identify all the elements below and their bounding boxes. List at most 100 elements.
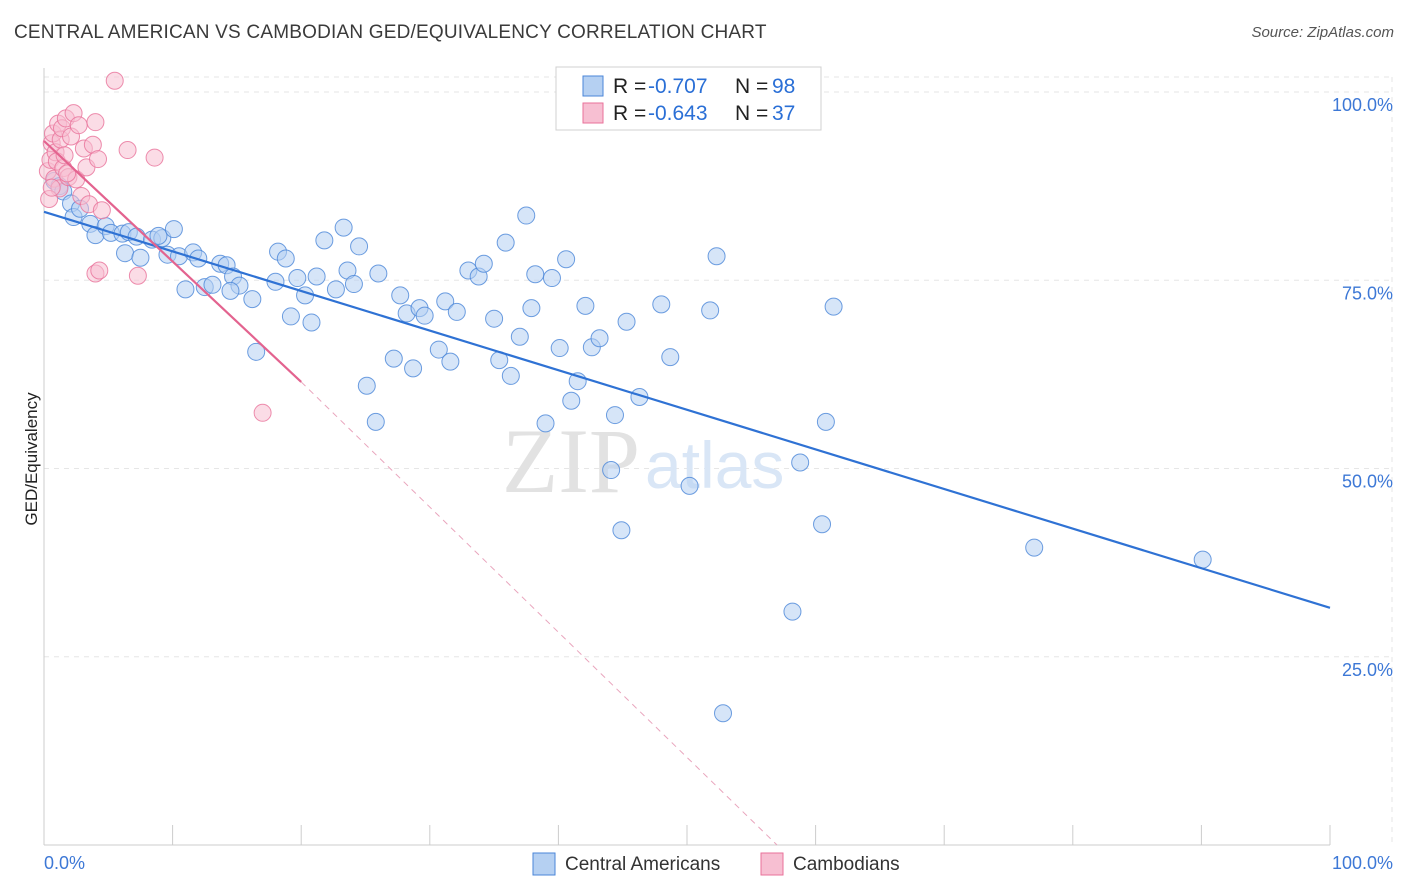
central-american-point (131, 248, 150, 267)
chart-title: CENTRAL AMERICAN VS CAMBODIAN GED/EQUIVA… (14, 22, 767, 43)
trend-lines (43, 140, 1331, 846)
central-american-point (605, 406, 624, 425)
series-points (38, 71, 1212, 723)
central-american-point (221, 281, 240, 300)
cambodian-point (105, 71, 124, 90)
stats-r-label-2: R = (613, 102, 646, 125)
central-american-point (783, 602, 802, 621)
cambodian-point (42, 178, 61, 197)
watermark-atlas: atlas (645, 428, 784, 502)
central-american-point (366, 412, 385, 431)
legend-label-cambodians: Cambodians (793, 854, 900, 875)
cambodian-point (128, 266, 147, 285)
cambodians-trend-extension (300, 381, 778, 846)
cambodian-point (145, 148, 164, 167)
central-american-point (791, 453, 810, 472)
central-american-point (816, 412, 835, 431)
y-tick-label: 100.0% (1332, 95, 1393, 115)
central-american-point (203, 275, 222, 294)
central-american-point (617, 312, 636, 331)
central-american-point (281, 307, 300, 326)
central-american-point (357, 376, 376, 395)
central-american-point (116, 244, 135, 263)
cambodian-point (118, 141, 137, 160)
central-american-point (542, 269, 561, 288)
x-tick-label-max: 100.0% (1332, 853, 1393, 873)
stats-swatch-central-americans (582, 75, 604, 97)
central-american-point (510, 327, 529, 346)
central-american-point (714, 704, 733, 723)
cambodian-point (90, 261, 109, 280)
cambodian-point (55, 146, 74, 165)
central-american-point (680, 476, 699, 495)
central-american-point (276, 249, 295, 268)
y-tick-label: 75.0% (1342, 283, 1393, 303)
central-american-point (602, 461, 621, 480)
central-american-point (326, 280, 345, 299)
stats-n-value-2: 37 (772, 102, 795, 125)
central-american-point (550, 339, 569, 358)
legend-swatch-cambodians (760, 852, 784, 876)
central-american-point (302, 313, 321, 332)
y-tick-labels: 25.0% 50.0% 75.0% 100.0% (1332, 95, 1393, 680)
stats-n-label-2: N = (735, 102, 768, 125)
central-american-point (557, 250, 576, 269)
central-american-point (149, 226, 168, 245)
cambodian-point (86, 113, 105, 132)
central-american-point (429, 340, 448, 359)
cambodian-point (58, 164, 77, 183)
central-american-point (415, 306, 434, 325)
central-american-point (266, 272, 285, 291)
central-american-point (307, 267, 326, 286)
central-american-point (501, 366, 520, 385)
central-american-point (485, 309, 504, 328)
central-american-point (590, 329, 609, 348)
central-american-point (334, 218, 353, 237)
cambodian-point (69, 116, 88, 135)
central-american-point (526, 265, 545, 284)
cambodian-point (253, 403, 272, 422)
central-american-point (701, 301, 720, 320)
central-american-point (315, 231, 334, 250)
central-american-point (384, 349, 403, 368)
series-legend: Central Americans Cambodians (532, 852, 900, 876)
central-american-point (350, 237, 369, 256)
central-american-point (404, 359, 423, 378)
legend-swatch-central-americans (532, 852, 556, 876)
cambodian-point (89, 150, 108, 169)
cambodian-point (92, 201, 111, 220)
central-american-point (652, 295, 671, 314)
stats-legend: R = -0.707 N = 98 R = -0.643 N = 37 (555, 66, 822, 131)
y-tick-label: 25.0% (1342, 660, 1393, 680)
stats-r-value-2: -0.643 (648, 102, 708, 125)
central-american-point (243, 290, 262, 309)
central-american-point (176, 280, 195, 299)
central-american-point (436, 292, 455, 311)
central-american-point (1193, 550, 1212, 569)
central-american-point (391, 286, 410, 305)
stats-swatch-cambodians (582, 102, 604, 124)
central-american-point (164, 220, 183, 239)
central-american-point (447, 302, 466, 321)
central-american-point (369, 264, 388, 283)
watermark: ZIP atlas (502, 410, 784, 512)
x-tick-label-min: 0.0% (44, 853, 85, 873)
central-american-point (661, 348, 680, 367)
central-american-point (522, 299, 541, 318)
central-american-point (536, 414, 555, 433)
stats-n-value-1: 98 (772, 75, 795, 98)
central-american-point (707, 247, 726, 266)
central-american-point (517, 206, 536, 225)
central-american-point (562, 391, 581, 410)
central-american-point (496, 233, 515, 252)
central-american-point (824, 297, 843, 316)
central-american-point (576, 296, 595, 315)
central-american-point (247, 342, 266, 361)
y-axis-title: GED/Equivalency (22, 392, 41, 526)
chart-source: Source: ZipAtlas.com (1251, 24, 1394, 41)
central-american-point (612, 521, 631, 540)
stats-n-label-1: N = (735, 75, 768, 98)
y-tick-label: 50.0% (1342, 472, 1393, 492)
